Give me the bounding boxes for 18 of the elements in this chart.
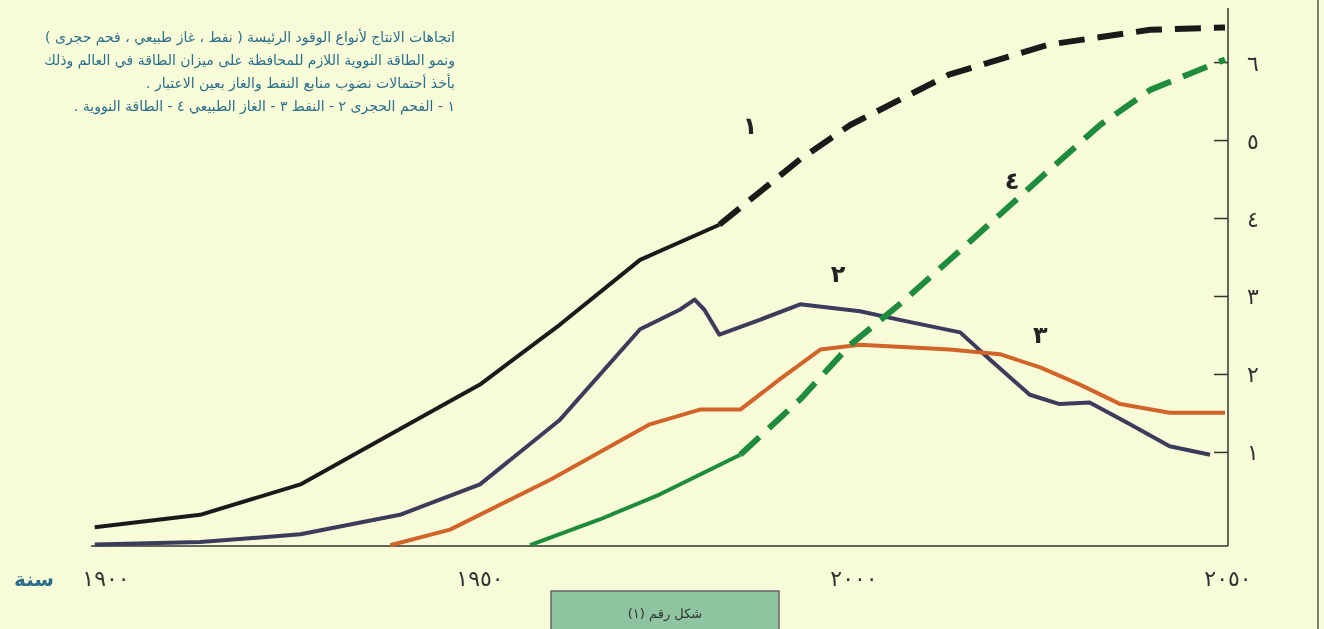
y-tick-label: ٤ xyxy=(1247,206,1259,232)
x-tick-label: ١٩٠٠ xyxy=(82,566,130,591)
y-tick-label: ٦ xyxy=(1247,50,1259,76)
y-tick-label: ٣ xyxy=(1247,284,1260,310)
text: اتجاهات الانتاج لأنواع الوقود الرئيسة ( نفط ، غاز طبيعي ، فحم حجرى ) ونمو الطاقة النووية اللازم للمحافظة على ميزان الطاقة في العالم وذلك بأخذ أحتمالات نضوب منابع النفط والغاز بعين الاعتبار . xyxy=(43,27,455,94)
series-label: ٤ xyxy=(1004,167,1020,196)
series-label: ٣ xyxy=(1032,321,1048,350)
series-label: ١ xyxy=(742,112,758,141)
annotation: ١ - الفحم الحجرى ٢ - النفط ٣ - الغاز الطبيعي ٤ - الطاقة النووية . xyxy=(72,97,455,117)
x-tick-label: ١٩٥٠ xyxy=(456,566,504,591)
x-tick-label: ٢٠٥٠ xyxy=(1204,566,1252,591)
y-tick-label: ٥ xyxy=(1247,128,1259,154)
y-tick-label: ٢ xyxy=(1247,362,1259,388)
y-tick-label: ١ xyxy=(1247,440,1259,466)
x-tick-label: ٢٠٠٠ xyxy=(830,566,878,591)
x-axis-title: سنة xyxy=(14,567,54,591)
series-label: ٢ xyxy=(830,260,846,289)
text: شكل رقم (١) xyxy=(626,606,704,621)
